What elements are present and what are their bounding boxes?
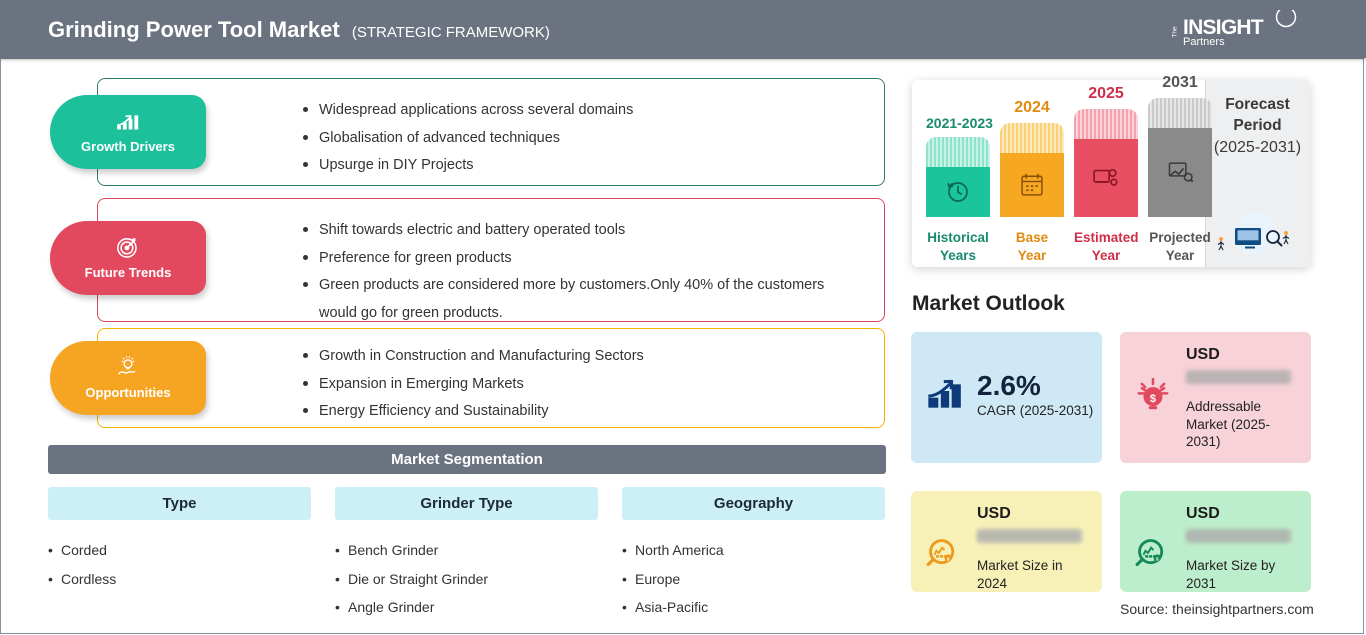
svg-text:$: $ [1150, 393, 1156, 405]
svg-text:Partners: Partners [1183, 36, 1225, 48]
svg-text:The: The [1172, 26, 1179, 38]
